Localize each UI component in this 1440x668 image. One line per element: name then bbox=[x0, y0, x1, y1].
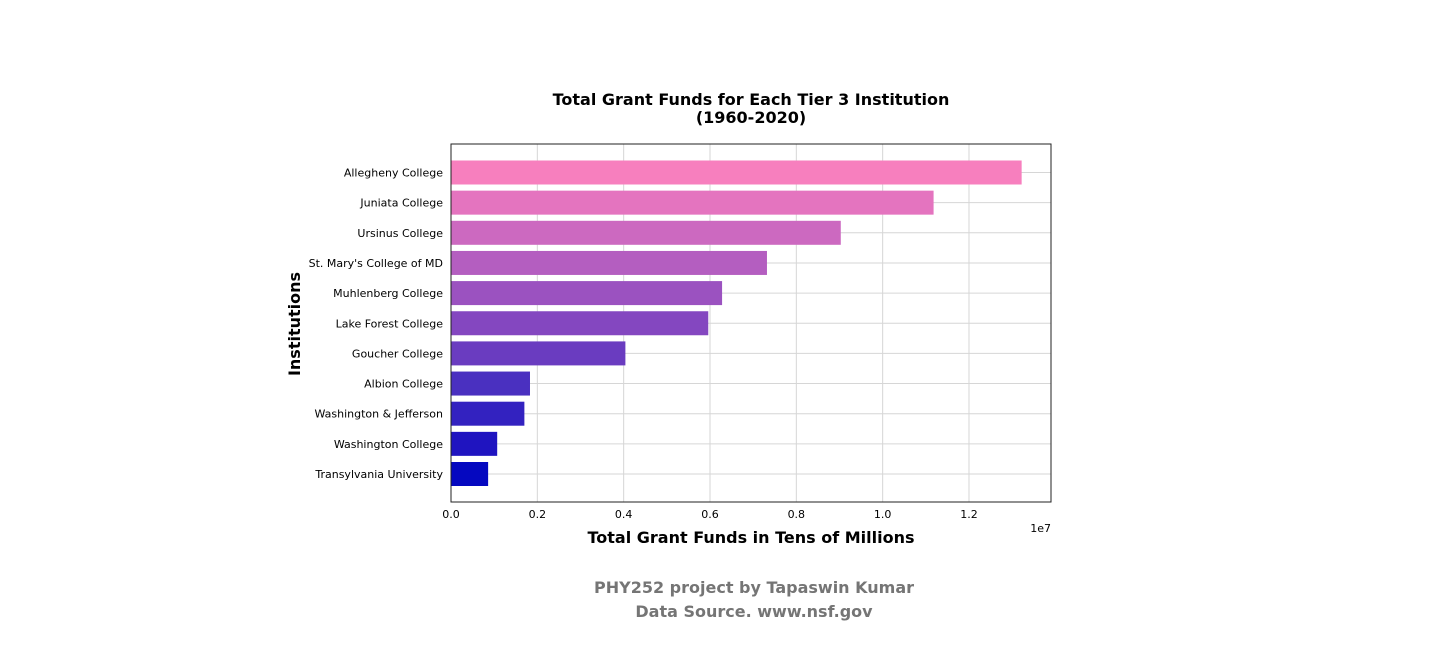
y-tick-label: Ursinus College bbox=[357, 227, 443, 240]
plot-frame bbox=[450, 143, 1052, 503]
y-tick-label: Allegheny College bbox=[344, 167, 443, 180]
bar bbox=[451, 462, 489, 486]
y-tick-label: Juniata College bbox=[359, 197, 443, 210]
x-tick-label: 0.0 bbox=[442, 508, 460, 521]
x-tick-label: 0.2 bbox=[529, 508, 547, 521]
footer: PHY252 project by Tapaswin Kumar Data So… bbox=[0, 576, 1440, 624]
x-tick-labels: 0.0 0.2 0.4 0.6 0.8 1.0 1.2 bbox=[442, 508, 977, 521]
bar bbox=[451, 160, 1022, 185]
bar bbox=[451, 250, 767, 275]
footer-credit: PHY252 project by Tapaswin Kumar bbox=[593, 578, 914, 597]
x-tick-label: 0.6 bbox=[701, 508, 719, 521]
y-tick-label: Goucher College bbox=[352, 347, 443, 360]
footer-source: Data Source. www.nsf.gov bbox=[635, 602, 873, 621]
bar bbox=[451, 281, 723, 306]
bar bbox=[451, 341, 626, 366]
y-tick-label: St. Mary's College of MD bbox=[309, 257, 443, 270]
y-axis-label: Institutions bbox=[285, 272, 304, 376]
bars bbox=[451, 160, 1022, 486]
bar bbox=[451, 371, 530, 396]
bar bbox=[451, 311, 709, 336]
chart-title: Total Grant Funds for Each Tier 3 Instit… bbox=[553, 90, 950, 109]
x-axis-label: Total Grant Funds in Tens of Millions bbox=[587, 528, 914, 547]
x-tick-label: 1.0 bbox=[874, 508, 892, 521]
x-tick-label: 1.2 bbox=[960, 508, 978, 521]
y-tick-label: Washington & Jefferson bbox=[314, 408, 443, 421]
y-tick-label: Muhlenberg College bbox=[333, 287, 443, 300]
y-tick-label: Washington College bbox=[334, 438, 443, 451]
bar bbox=[451, 190, 934, 215]
bar bbox=[451, 220, 841, 245]
y-tick-label: Transylvania University bbox=[314, 468, 443, 481]
x-offset-label: 1e7 bbox=[1030, 522, 1051, 535]
y-tick-label: Albion College bbox=[364, 378, 443, 391]
bar bbox=[451, 401, 525, 426]
chart-subtitle: (1960-2020) bbox=[696, 108, 806, 127]
x-tick-label: 0.8 bbox=[788, 508, 806, 521]
x-tick-label: 0.4 bbox=[615, 508, 633, 521]
bar bbox=[451, 431, 498, 456]
y-tick-labels: Allegheny College Juniata College Ursinus … bbox=[309, 167, 444, 482]
y-tick-label: Lake Forest College bbox=[336, 317, 444, 330]
